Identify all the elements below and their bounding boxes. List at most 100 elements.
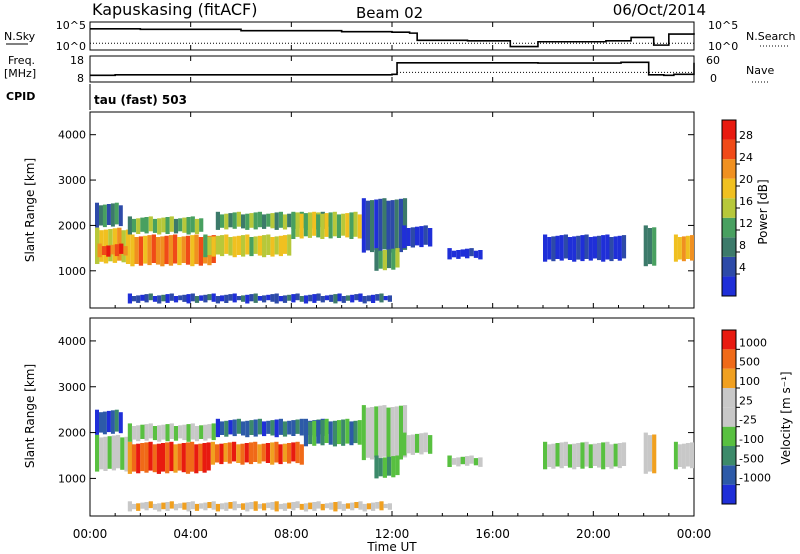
data-cell: [203, 424, 208, 441]
data-cell: [580, 235, 585, 262]
data-cell: [303, 418, 308, 447]
data-cell: [253, 236, 258, 254]
data-cell: [274, 212, 279, 230]
data-cell: [617, 443, 622, 469]
data-cell: [219, 443, 224, 465]
data-cell: [106, 245, 111, 257]
data-cell: [136, 295, 141, 303]
x-tick-label: 00:00: [73, 527, 108, 541]
data-cell: [262, 421, 267, 437]
data-cell: [173, 444, 178, 473]
data-cell: [199, 425, 204, 439]
data-cell: [186, 502, 191, 512]
data-cell: [673, 441, 678, 470]
data-cell: [107, 436, 112, 469]
data-cell: [278, 235, 283, 257]
data-cell: [152, 444, 157, 473]
velocity-ylabel: Slant Range [km]: [23, 364, 37, 468]
data-cell: [357, 420, 362, 445]
data-cell: [563, 234, 568, 259]
data-cell: [394, 406, 399, 458]
data-cell: [228, 294, 233, 301]
data-cell: [299, 418, 304, 436]
data-cell: [215, 418, 220, 438]
data-cell: [95, 434, 100, 472]
data-cell: [257, 211, 262, 228]
data-cell: [353, 211, 358, 237]
data-cell: [190, 501, 195, 510]
data-cell: [652, 227, 657, 266]
nsky-tick-bottom: 10^0: [56, 40, 86, 53]
data-cell: [547, 444, 552, 467]
x-tick-label: 08:00: [274, 527, 309, 541]
y-tick-label: 3000: [58, 381, 86, 394]
data-cell: [223, 443, 228, 462]
data-cell: [253, 419, 258, 437]
data-cell: [383, 296, 388, 301]
data-cell: [148, 293, 153, 301]
data-cell: [278, 296, 283, 302]
noise-series-line: [90, 28, 695, 48]
frequency-series-group: [90, 61, 695, 77]
data-cell: [199, 503, 204, 509]
data-cell: [227, 442, 232, 464]
time-axis-ticks: 00:00 04:00 08:00 12:00 16:00 20:00 00:00: [73, 22, 711, 541]
data-cell: [202, 443, 207, 473]
data-cell: [198, 443, 203, 472]
data-cell: [228, 237, 233, 256]
data-cell: [647, 228, 653, 265]
data-cell: [613, 236, 618, 259]
data-cell: [131, 503, 137, 510]
data-cell: [375, 294, 380, 301]
data-cell: [274, 501, 279, 512]
data-cell: [140, 424, 145, 439]
data-cell: [119, 243, 124, 254]
data-cell: [365, 200, 370, 251]
beam-label: Beam 02: [356, 4, 423, 22]
colorbar-frame: [721, 329, 737, 505]
y-tick-label: 3000: [58, 174, 86, 187]
colorbar-swatch: [722, 198, 736, 218]
data-cell: [307, 212, 312, 238]
data-cell: [253, 293, 258, 303]
data-cell: [236, 444, 241, 463]
data-cell: [365, 407, 370, 458]
data-cell: [332, 420, 337, 447]
data-cell: [478, 457, 483, 467]
colorbar-swatch: [722, 237, 736, 257]
data-cell: [465, 248, 470, 259]
data-cell: [198, 237, 203, 266]
data-cell: [402, 225, 407, 249]
data-cell: [451, 458, 457, 465]
data-cell: [555, 235, 560, 259]
data-cell: [155, 237, 161, 265]
data-cell: [165, 502, 170, 511]
data-cell: [287, 213, 292, 228]
data-cell: [99, 437, 104, 470]
data-cell: [177, 237, 182, 266]
data-cell: [597, 235, 602, 261]
data-cell: [178, 295, 183, 301]
data-cell: [349, 212, 354, 239]
data-cell: [588, 237, 593, 261]
data-cell: [157, 503, 162, 512]
data-cell: [324, 295, 330, 301]
data-cell: [382, 250, 387, 271]
data-cell: [299, 503, 304, 510]
data-cell: [102, 204, 107, 228]
data-cell: [601, 235, 606, 262]
data-cell: [253, 441, 258, 462]
data-cell: [178, 425, 183, 439]
data-cell: [99, 412, 103, 433]
data-cell: [228, 502, 233, 509]
data-cell: [398, 405, 403, 460]
y-tick-label: 4000: [58, 129, 86, 142]
data-cell: [353, 420, 358, 444]
data-cell: [303, 503, 309, 512]
data-cell: [169, 293, 174, 301]
data-cell: [287, 294, 292, 301]
data-cell: [211, 236, 216, 257]
colorbar-tick-label: -500: [739, 452, 764, 465]
data-cell: [182, 217, 187, 233]
